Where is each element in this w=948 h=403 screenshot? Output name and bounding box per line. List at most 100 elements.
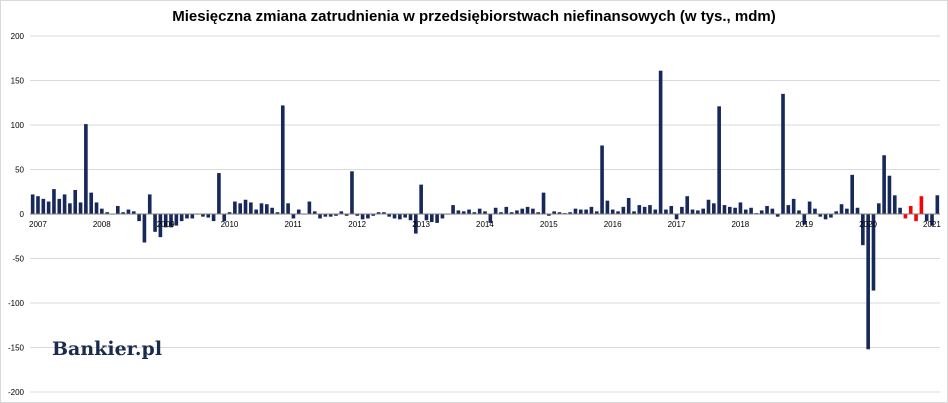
- data-bar: [701, 208, 705, 214]
- data-bar: [727, 206, 732, 214]
- data-bar: [227, 212, 232, 214]
- data-bar: [233, 201, 237, 214]
- x-tick-label: 2021: [923, 220, 941, 229]
- data-bar: [786, 205, 791, 214]
- y-tick-label: 150: [11, 77, 25, 86]
- x-tick-label: 2015: [540, 220, 558, 229]
- data-bar: [573, 208, 578, 214]
- data-bar: [488, 214, 493, 223]
- x-tick-label: 2017: [668, 220, 686, 229]
- data-bar: [861, 214, 865, 246]
- data-bar: [206, 214, 211, 218]
- x-tick-label: 2013: [412, 220, 430, 229]
- data-bar: [265, 204, 269, 214]
- data-bar: [429, 214, 434, 223]
- y-tick-label: -200: [8, 388, 25, 397]
- bankier-logo: Bankier.pl: [52, 338, 163, 360]
- data-bar: [568, 212, 572, 214]
- data-bar: [41, 198, 46, 214]
- data-bar: [217, 173, 221, 214]
- data-bar: [456, 210, 461, 214]
- data-bar: [834, 211, 839, 214]
- data-bar: [674, 214, 679, 220]
- data-bar: [344, 214, 349, 216]
- data-bar: [871, 214, 876, 291]
- data-bar: [632, 211, 636, 214]
- data-bar: [536, 212, 541, 214]
- data-bar: [813, 208, 817, 214]
- data-bar: [68, 203, 72, 214]
- data-bar: [797, 210, 801, 214]
- data-bar: [908, 205, 913, 214]
- data-bar: [765, 205, 769, 214]
- data-bar: [398, 214, 402, 220]
- data-bar: [680, 206, 684, 214]
- data-bar: [589, 206, 594, 214]
- x-tick-label: 2009: [157, 220, 175, 229]
- chart-title: Miesięczna zmiana zatrudnienia w przedsi…: [172, 8, 776, 25]
- y-tick-label: 200: [11, 32, 25, 41]
- data-bar: [930, 214, 934, 226]
- y-tick-label: 100: [11, 121, 25, 130]
- data-bar: [142, 214, 147, 243]
- data-bar: [270, 207, 274, 214]
- data-bar: [504, 206, 509, 214]
- data-bar: [243, 199, 248, 214]
- data-bar: [94, 202, 99, 214]
- data-bar: [73, 189, 78, 214]
- data-bar: [600, 145, 604, 214]
- data-bar: [919, 196, 924, 214]
- data-bar: [781, 93, 785, 214]
- data-bar: [525, 206, 530, 214]
- data-bar: [696, 210, 700, 214]
- data-bar: [323, 214, 328, 217]
- data-bar: [621, 206, 626, 214]
- data-bar: [153, 214, 157, 232]
- data-bar: [637, 205, 642, 214]
- data-bar: [100, 208, 104, 214]
- x-tick-label: 2018: [731, 220, 749, 229]
- data-bar: [440, 214, 445, 219]
- data-bar: [759, 210, 764, 214]
- data-bar: [350, 171, 354, 214]
- data-bar: [222, 214, 227, 222]
- data-bar: [163, 214, 168, 228]
- data-bar: [818, 214, 823, 217]
- data-bar: [424, 214, 429, 221]
- data-bar: [839, 204, 844, 214]
- data-bar: [185, 214, 189, 219]
- y-tick-label: 50: [15, 166, 24, 175]
- data-bar: [547, 214, 551, 216]
- data-bar: [876, 203, 881, 214]
- data-bar: [318, 214, 322, 219]
- data-bar: [712, 203, 716, 214]
- data-bar: [121, 212, 125, 214]
- data-bar: [823, 214, 828, 220]
- data-bar: [115, 205, 120, 214]
- data-bar: [387, 214, 392, 217]
- data-bar: [578, 209, 583, 214]
- data-bar: [541, 192, 546, 214]
- data-bar: [791, 198, 796, 214]
- x-tick-label: 2011: [284, 220, 302, 229]
- data-bar: [610, 209, 615, 214]
- data-bar: [499, 212, 503, 214]
- data-bar: [850, 174, 855, 214]
- data-bar: [515, 210, 519, 214]
- data-bar: [451, 205, 455, 214]
- data-bar: [483, 211, 487, 214]
- data-bar: [419, 184, 423, 214]
- data-bar: [898, 207, 902, 214]
- data-bar: [642, 206, 647, 214]
- data-bar: [296, 209, 301, 214]
- data-bar: [493, 207, 498, 214]
- data-bar: [738, 202, 743, 214]
- data-bar: [855, 207, 860, 214]
- data-bar: [887, 175, 892, 214]
- data-bar: [743, 209, 748, 214]
- data-bar: [238, 203, 243, 214]
- data-bar: [52, 189, 56, 214]
- data-bar: [626, 197, 631, 214]
